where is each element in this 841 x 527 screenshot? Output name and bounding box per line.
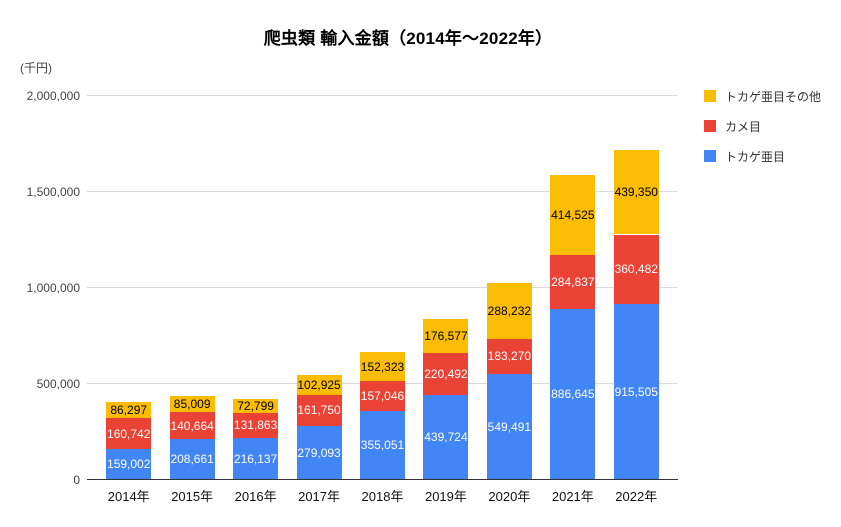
x-tick-label-2014年: 2014年 [107, 489, 150, 504]
bar-value-label: 152,323 [360, 359, 405, 374]
bar-value-label: 439,724 [424, 430, 468, 445]
bar-segment-トカゲ亜目その他-2014年[interactable]: 86,297 [106, 401, 152, 419]
legend-item-トカゲ亜目その他[interactable]: トカゲ亜目その他 [704, 89, 822, 104]
x-tick-label-2021年: 2021年 [551, 489, 594, 504]
bar-segment-トカゲ亜目-2015年[interactable]: 208,661 [169, 439, 215, 480]
x-tick-label-2019年: 2019年 [424, 489, 467, 504]
bar-value-label: 915,505 [614, 384, 658, 399]
bar-segment-トカゲ亜目その他-2018年[interactable]: 152,323 [360, 351, 405, 382]
x-tick-label-2016年: 2016年 [234, 489, 277, 504]
y-tick-label: 0 [73, 472, 80, 487]
legend-swatch-icon [704, 150, 716, 162]
bar-value-label: 140,664 [170, 418, 214, 433]
bar-value-label: 279,093 [297, 445, 341, 460]
legend-label: トカゲ亜目その他 [725, 89, 822, 104]
bar-segment-トカゲ亜目その他-2021年[interactable]: 414,525 [550, 174, 596, 255]
y-tick-label: 1,000,000 [26, 280, 80, 295]
y-tick-label: 500,000 [36, 376, 80, 391]
bar-segment-カメ目-2020年[interactable]: 183,270 [486, 338, 532, 374]
legend-swatch-icon [704, 90, 716, 102]
bar-value-label: 161,750 [297, 403, 341, 418]
gridline [87, 191, 678, 192]
bar-segment-カメ目-2022年[interactable]: 360,482 [613, 234, 659, 304]
bar-value-label: 414,525 [551, 207, 595, 222]
x-tick-label-2018年: 2018年 [361, 489, 404, 504]
bar-segment-トカゲ亜目-2016年[interactable]: 216,137 [233, 438, 279, 480]
bar-segment-カメ目-2018年[interactable]: 157,046 [360, 381, 405, 412]
bar-segment-カメ目-2016年[interactable]: 131,863 [233, 412, 279, 438]
bar-segment-トカゲ亜目-2017年[interactable]: 279,093 [296, 425, 342, 480]
bar-segment-カメ目-2015年[interactable]: 140,664 [169, 412, 215, 440]
bar-value-label: 183,270 [487, 349, 532, 364]
legend-item-トカゲ亜目[interactable]: トカゲ亜目 [704, 149, 821, 164]
bar-value-label: 208,661 [170, 452, 214, 467]
bar-segment-カメ目-2021年[interactable]: 284,837 [550, 254, 596, 310]
bar-value-label: 549,491 [487, 419, 532, 434]
gridline [87, 287, 678, 288]
bar-value-label: 160,742 [107, 426, 151, 441]
x-tick-label-2020年: 2020年 [488, 489, 531, 504]
bar-segment-トカゲ亜目-2019年[interactable]: 439,724 [423, 395, 469, 480]
bar-value-label: 220,492 [424, 366, 468, 381]
bar-segment-トカゲ亜目その他-2015年[interactable]: 85,009 [169, 396, 215, 413]
x-tick-label-2017年: 2017年 [298, 489, 341, 504]
bar-value-label: 288,232 [487, 304, 532, 319]
y-tick-label: 2,000,000 [26, 88, 80, 103]
bar-segment-トカゲ亜目-2018年[interactable]: 355,051 [360, 411, 405, 480]
legend: トカゲ亜目その他 カメ目トカゲ亜目 [704, 90, 821, 180]
bar-value-label: 360,482 [614, 262, 658, 277]
bar-segment-トカゲ亜目その他-2019年[interactable]: 176,577 [423, 318, 469, 353]
bar-value-label: 72,799 [237, 398, 274, 413]
bar-segment-トカゲ亜目-2014年[interactable]: 159,002 [106, 448, 152, 480]
bar-value-label: 284,837 [551, 274, 595, 289]
bar-value-label: 886,645 [551, 387, 595, 402]
bar-value-label: 216,137 [233, 451, 278, 466]
legend-label: カメ目 [725, 119, 762, 134]
bar-segment-トカゲ亜目その他-2016年[interactable]: 72,799 [233, 398, 279, 413]
bar-value-label: 159,002 [107, 457, 151, 472]
bar-value-label: 176,577 [424, 328, 468, 343]
legend-item-カメ目[interactable]: カメ目 [704, 119, 821, 134]
x-axis-line [87, 479, 678, 480]
y-axis-unit-label: (千円) [20, 61, 52, 75]
x-tick-label-2022年: 2022年 [615, 489, 658, 504]
gridline [87, 95, 678, 96]
bar-segment-トカゲ亜目-2022年[interactable]: 915,505 [613, 303, 659, 480]
bar-segment-トカゲ亜目-2021年[interactable]: 886,645 [550, 309, 596, 480]
y-tick-label: 1,500,000 [26, 184, 80, 199]
x-tick-label-2015年: 2015年 [171, 489, 214, 504]
legend-swatch-icon [704, 120, 716, 132]
bar-segment-トカゲ亜目その他-2022年[interactable]: 439,350 [613, 150, 659, 235]
bar-value-label: 86,297 [110, 402, 148, 417]
bar-value-label: 102,925 [297, 377, 341, 392]
bar-value-label: 157,046 [360, 389, 405, 404]
bar-segment-カメ目-2014年[interactable]: 160,742 [106, 418, 152, 449]
bar-segment-トカゲ亜目その他-2020年[interactable]: 288,232 [486, 283, 532, 339]
bar-value-label: 85,009 [173, 397, 211, 412]
bar-segment-トカゲ亜目その他-2017年[interactable]: 102,925 [296, 375, 342, 395]
legend-label: トカゲ亜目 [725, 149, 786, 164]
bar-segment-トカゲ亜目-2020年[interactable]: 549,491 [486, 373, 532, 480]
bar-value-label: 355,051 [360, 438, 405, 453]
bar-value-label: 439,350 [614, 185, 658, 200]
bar-value-label: 131,863 [233, 418, 278, 433]
chart-title: 爬虫類 輸入金額（2014年～2022年） [263, 29, 553, 48]
bar-segment-カメ目-2019年[interactable]: 220,492 [423, 352, 469, 396]
bar-segment-カメ目-2017年[interactable]: 161,750 [296, 394, 342, 426]
